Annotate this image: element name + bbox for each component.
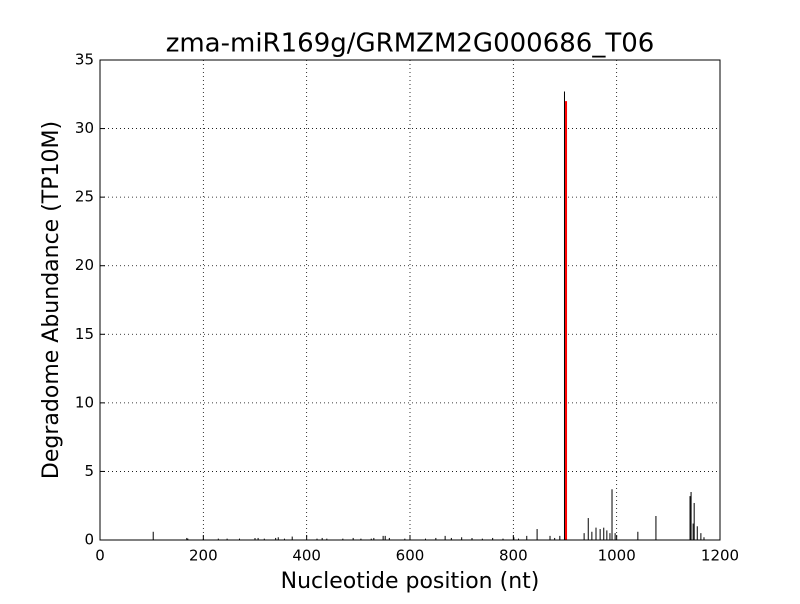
x-tick-label: 400 — [292, 547, 321, 565]
x-tick-label: 0 — [95, 547, 105, 565]
x-tick-label: 600 — [396, 547, 425, 565]
y-tick-label: 15 — [75, 325, 94, 343]
y-tick-label: 5 — [84, 462, 94, 480]
y-tick-label: 10 — [75, 393, 94, 411]
x-tick-label: 200 — [189, 547, 218, 565]
x-tick-label: 1000 — [598, 547, 636, 565]
x-tick-label: 800 — [499, 547, 528, 565]
y-tick-label: 0 — [84, 531, 94, 549]
x-axis-label: Nucleotide position (nt) — [281, 569, 540, 594]
y-tick-label: 35 — [75, 51, 94, 69]
chart-title: zma-miR169g/GRMZM2G000686_T06 — [166, 29, 655, 59]
plot-frame — [99, 59, 721, 541]
y-tick-label: 30 — [75, 119, 94, 137]
x-tick-label: 1200 — [701, 547, 739, 565]
y-axis-label: Degradome Abundance (TP10M) — [39, 121, 64, 479]
y-tick-label: 25 — [75, 188, 94, 206]
y-tick-label: 20 — [75, 256, 94, 274]
